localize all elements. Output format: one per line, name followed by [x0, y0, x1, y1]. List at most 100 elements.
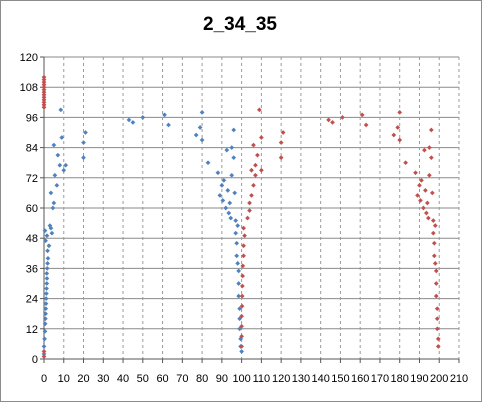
data-point [41, 84, 47, 90]
y-tick-label: 108 [20, 82, 38, 94]
data-point [81, 155, 86, 161]
y-tick-label: 96 [26, 112, 38, 124]
data-point [232, 190, 238, 196]
x-tick-label: 80 [196, 373, 208, 385]
data-point [422, 187, 428, 193]
data-point [236, 281, 242, 286]
data-point [81, 140, 86, 145]
x-tick-label: 60 [156, 373, 168, 385]
data-point [434, 306, 440, 312]
data-point [166, 122, 171, 128]
data-point [140, 114, 146, 120]
data-point [45, 248, 50, 254]
data-point [225, 187, 231, 193]
data-point [43, 296, 49, 302]
data-point [55, 152, 61, 158]
data-point [44, 281, 50, 286]
data-point [41, 344, 47, 349]
data-point [433, 293, 439, 299]
y-tick-label: 72 [26, 173, 38, 185]
data-point [44, 233, 50, 239]
data-point [249, 193, 254, 198]
data-point [363, 122, 369, 128]
data-point [431, 253, 437, 259]
data-point [41, 74, 47, 80]
data-point [162, 112, 167, 118]
data-point [219, 182, 225, 188]
data-point [41, 102, 47, 108]
data-point [239, 303, 245, 309]
x-tick-label: 100 [232, 373, 250, 385]
data-point [239, 293, 245, 299]
data-point [193, 132, 199, 138]
x-tick-label: 90 [216, 373, 228, 385]
data-point [61, 167, 67, 173]
data-point [247, 208, 252, 213]
data-point [41, 92, 47, 98]
data-point [236, 293, 242, 299]
data-point [278, 155, 284, 161]
data-point [51, 142, 57, 148]
data-point [41, 87, 47, 93]
data-point [422, 147, 427, 153]
data-point [41, 354, 47, 359]
data-point [434, 316, 440, 322]
x-tick-label: 140 [311, 373, 329, 385]
data-point [42, 328, 48, 334]
data-point [432, 223, 438, 229]
data-point [421, 205, 426, 211]
data-point [237, 306, 243, 312]
data-point [326, 117, 331, 123]
data-point [435, 336, 441, 342]
data-point [280, 130, 286, 135]
data-point [59, 135, 65, 140]
data-point [224, 147, 230, 153]
data-point [44, 265, 50, 271]
y-tick-label: 84 [26, 143, 38, 155]
data-point [428, 155, 434, 161]
data-point [228, 215, 234, 221]
data-point [428, 127, 434, 133]
data-point [45, 260, 50, 266]
data-point [43, 306, 49, 312]
data-point [42, 316, 48, 322]
x-tick-label: 110 [253, 373, 271, 385]
data-point [41, 97, 47, 103]
x-tick-label: 180 [391, 373, 409, 385]
data-point [234, 240, 240, 246]
data-point [403, 160, 409, 166]
data-point [227, 200, 233, 206]
y-tick-label: 48 [26, 233, 38, 245]
data-point [57, 162, 63, 168]
data-point [50, 205, 56, 211]
data-point [255, 152, 260, 158]
data-point [51, 200, 57, 206]
data-point [41, 104, 47, 110]
data-point [229, 172, 235, 178]
data-point [226, 210, 232, 216]
data-point [44, 276, 50, 281]
data-point [241, 253, 247, 259]
x-tick-label: 50 [137, 373, 149, 385]
data-point [253, 162, 258, 168]
data-point [426, 145, 432, 151]
x-tick-label: 160 [351, 373, 369, 385]
data-point [278, 140, 284, 145]
data-point [239, 349, 245, 354]
x-tick-label: 130 [292, 373, 310, 385]
data-point [63, 162, 69, 168]
y-tick-label: 36 [26, 263, 38, 275]
x-tick-label: 30 [97, 373, 109, 385]
data-point [130, 120, 136, 125]
data-point [434, 326, 440, 332]
data-point [46, 243, 52, 249]
data-point [239, 313, 245, 319]
data-point [241, 243, 247, 249]
data-point [241, 225, 247, 231]
x-tick-label: 70 [176, 373, 188, 385]
data-point [258, 135, 264, 140]
data-point [233, 230, 239, 236]
x-tick-label: 0 [41, 373, 47, 385]
grid-lines [44, 56, 460, 359]
